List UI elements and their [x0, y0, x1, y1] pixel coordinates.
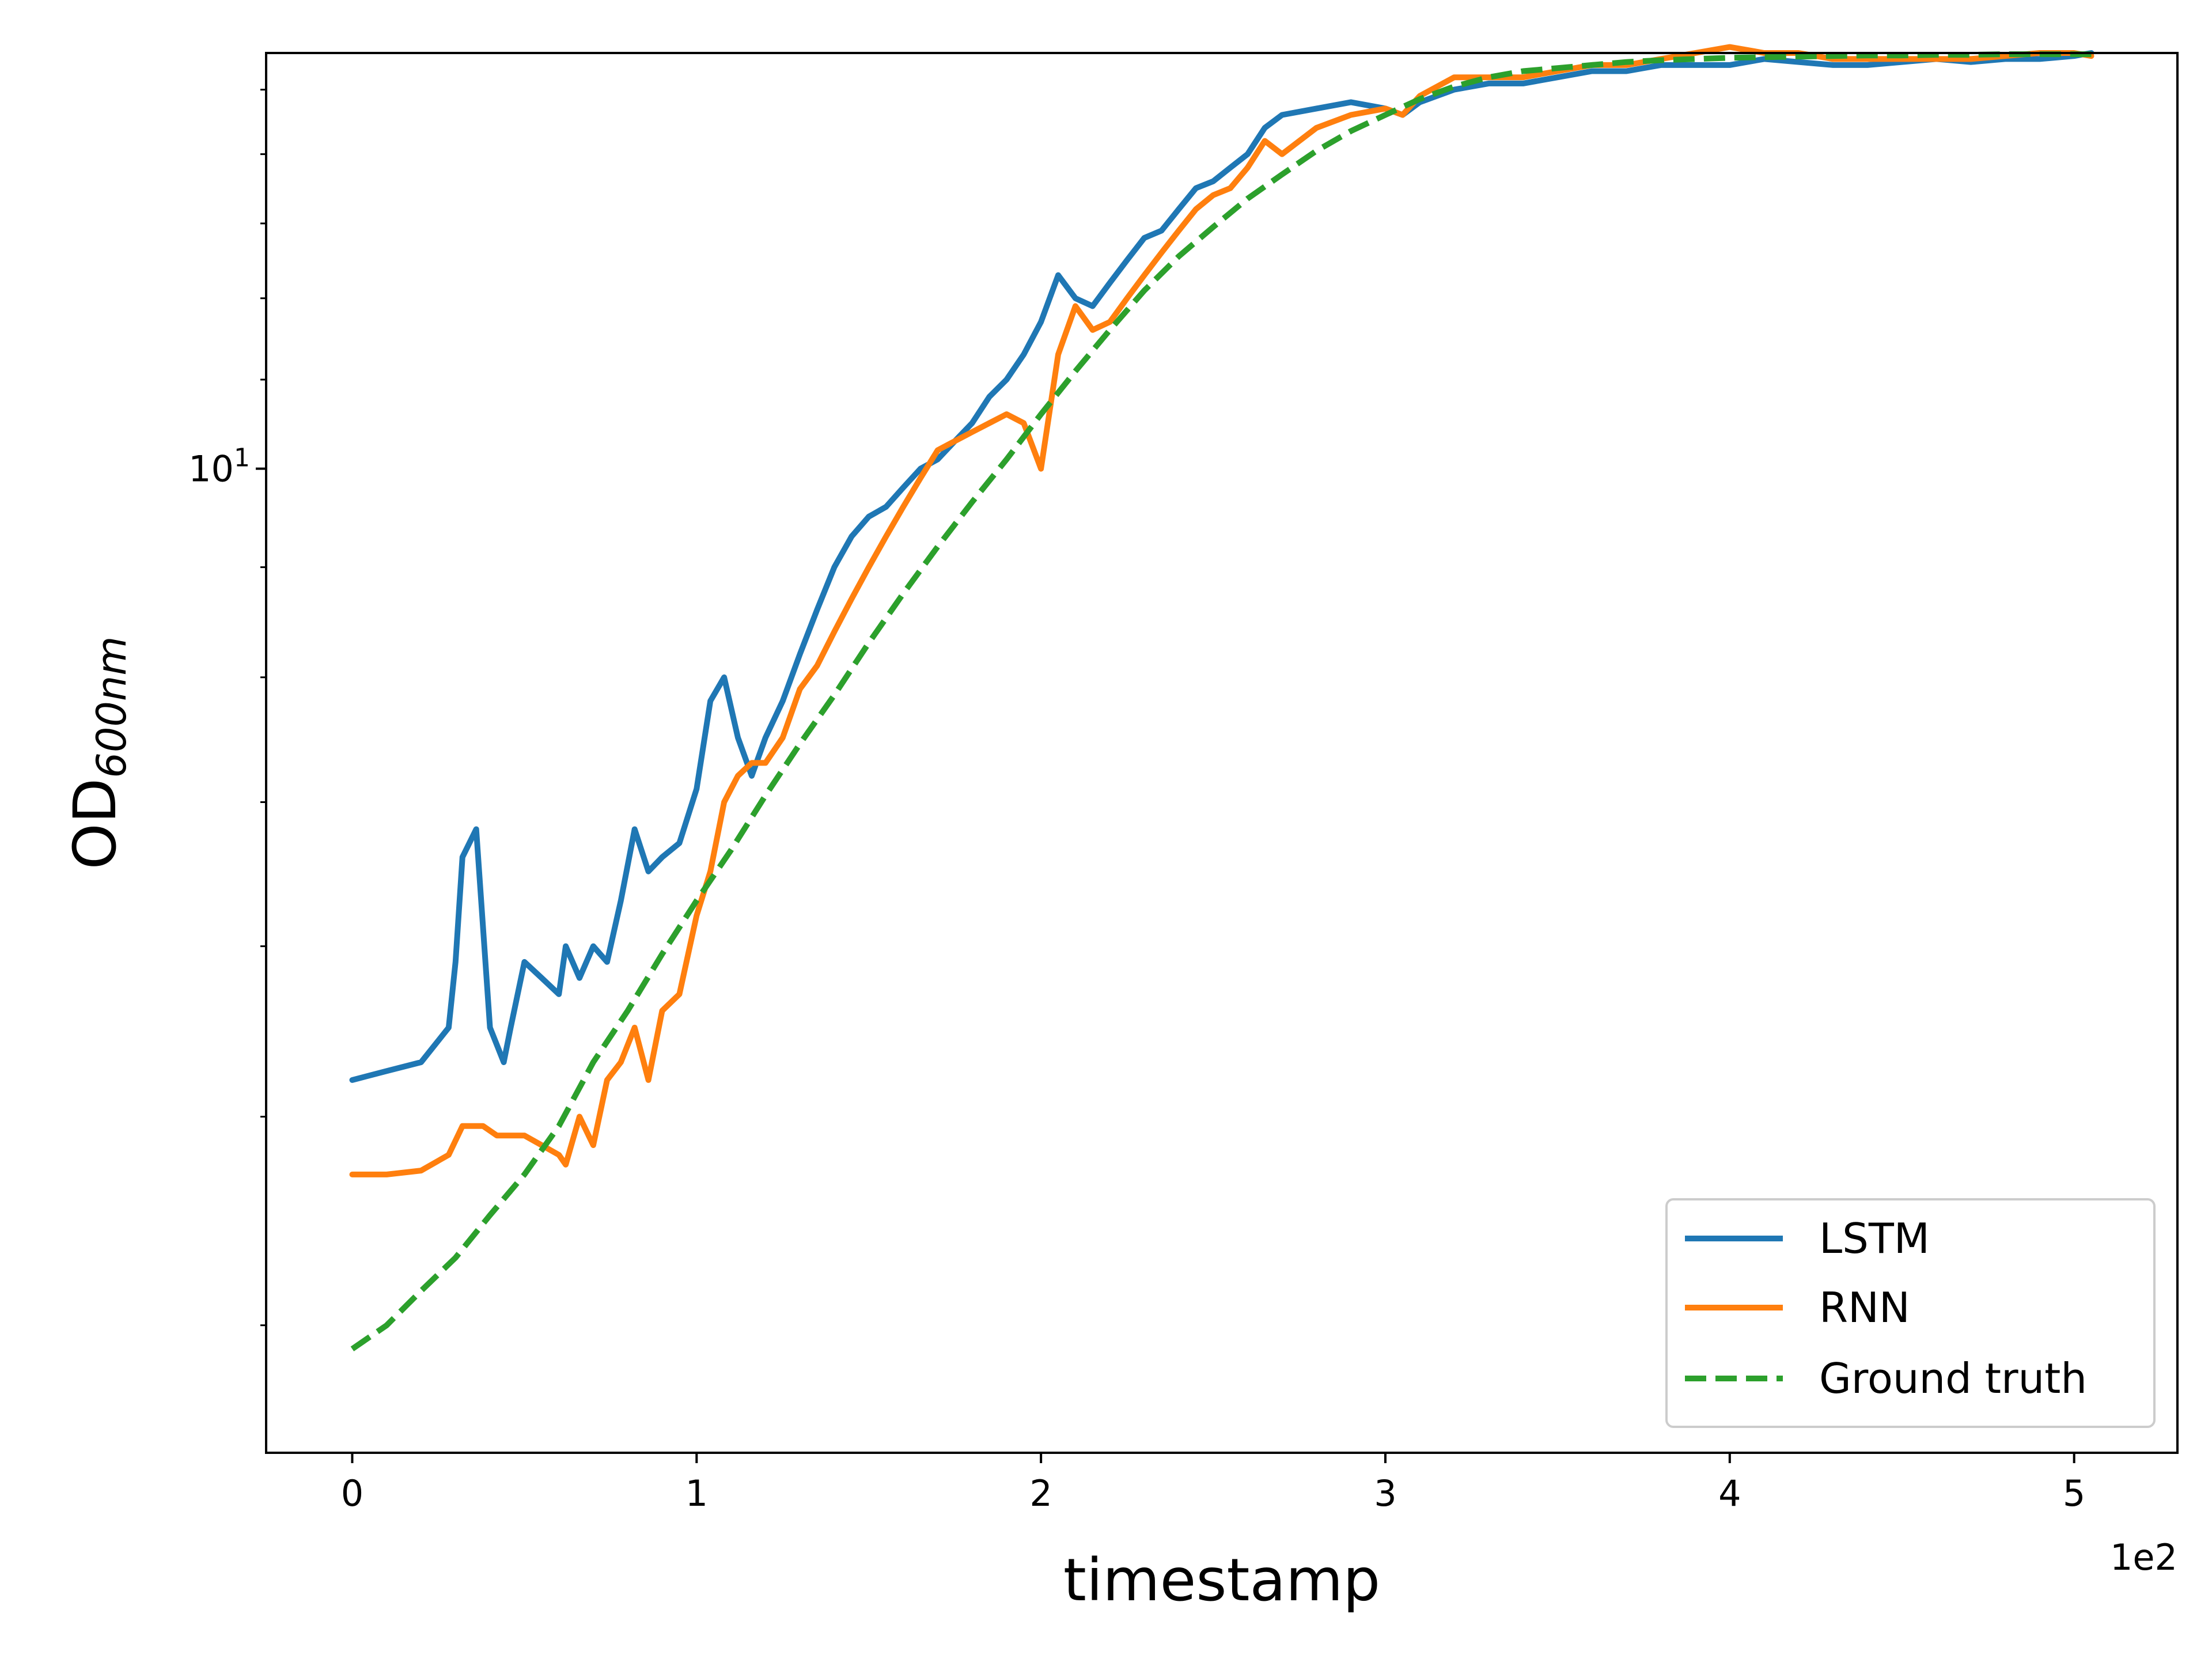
- y-tick-base: 10: [188, 448, 234, 490]
- y-tick-exponent: 1: [234, 444, 250, 473]
- x-tick-label: 1: [685, 1472, 708, 1514]
- y-axis-title: OD600nm: [61, 637, 135, 870]
- x-tick-label: 3: [1374, 1472, 1396, 1514]
- x-axis-offset-label: 1e2: [2110, 1536, 2177, 1578]
- x-tick-label: 5: [2063, 1472, 2085, 1514]
- x-tick-label: 2: [1029, 1472, 1052, 1514]
- x-tick-label: 4: [1718, 1472, 1741, 1514]
- series-line-lstm: [349, 50, 2094, 1083]
- legend-box: [1665, 1198, 2156, 1428]
- y-axis-title-subscript: 600nm: [88, 637, 135, 778]
- legend-label-lstm: LSTM: [1819, 1214, 1930, 1263]
- y-axis-title-main: OD: [61, 778, 130, 870]
- series-layer: [349, 44, 2094, 1351]
- plot-area-frame: [265, 52, 2179, 1454]
- x-axis-title: timestamp: [1063, 1546, 1380, 1615]
- x-tick-label: 0: [341, 1472, 363, 1514]
- legend-label-rnn: RNN: [1819, 1283, 1910, 1332]
- legend-label-ground-truth: Ground truth: [1819, 1354, 2087, 1403]
- legend: LSTM RNN Ground truth: [1665, 1198, 2156, 1428]
- y-major-tick-label: 101: [188, 444, 250, 490]
- series-line-ground-truth: [350, 51, 2092, 1351]
